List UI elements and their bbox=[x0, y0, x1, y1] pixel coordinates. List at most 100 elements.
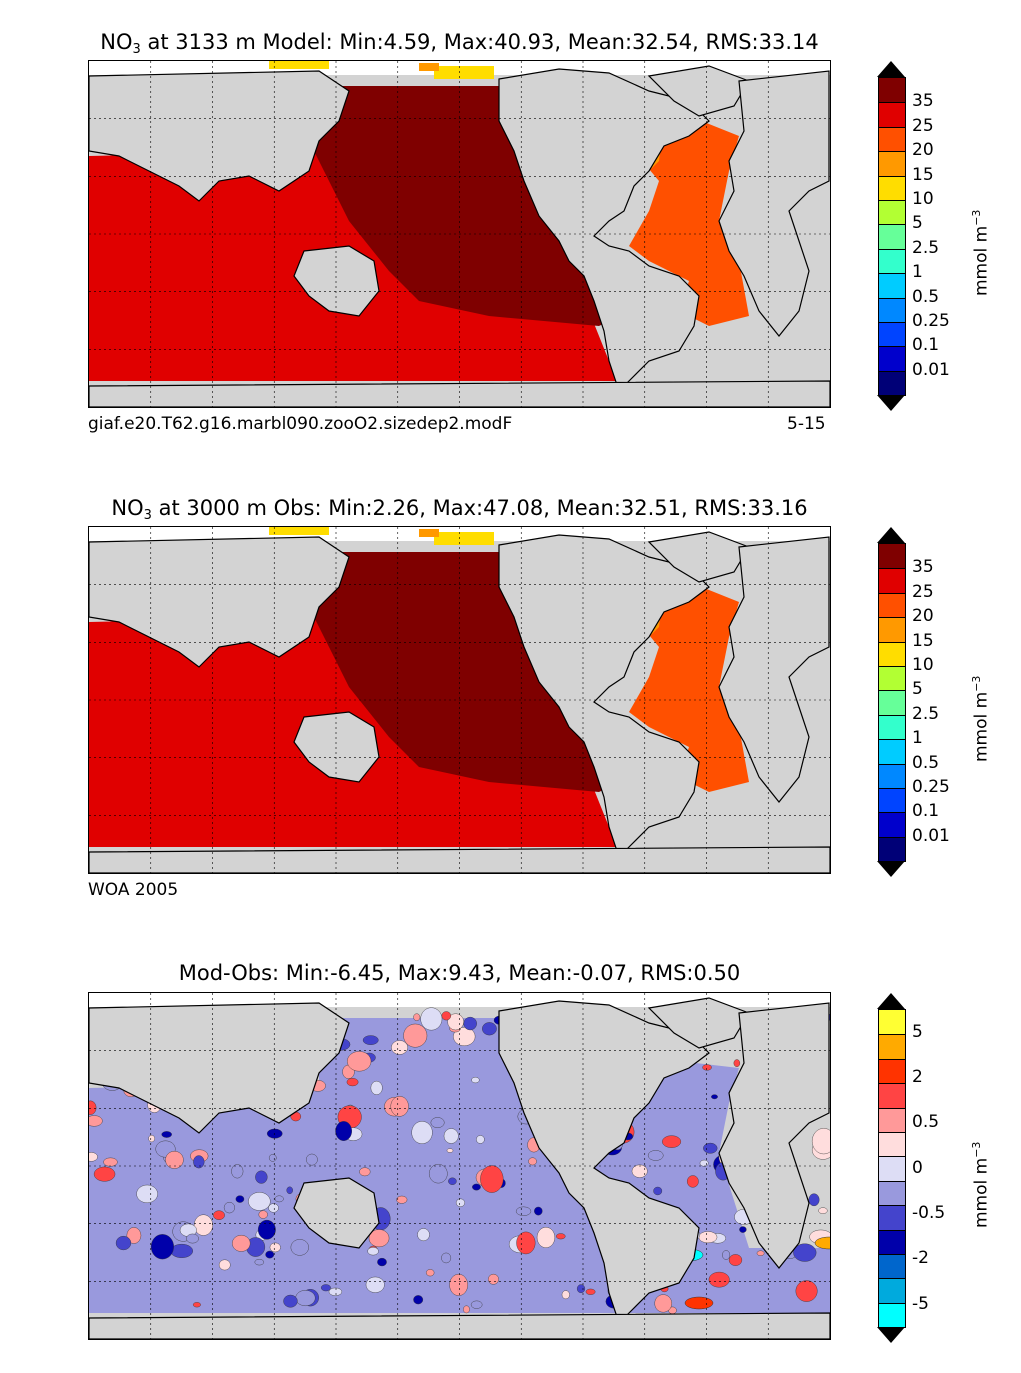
colorbar-segment bbox=[879, 568, 905, 593]
colorbar-tick-label: 35 bbox=[912, 557, 934, 578]
panel-1-caption-left: giaf.e20.T62.g16.marbl090.zooO2.sizedep2… bbox=[88, 414, 513, 434]
difference-blob bbox=[430, 1117, 445, 1128]
difference-blob bbox=[89, 1152, 98, 1162]
colorbar-tick-label: 15 bbox=[912, 630, 934, 651]
difference-blob bbox=[420, 1007, 443, 1031]
colorbar-extend-min-arrow bbox=[877, 395, 905, 412]
land-mass bbox=[89, 70, 350, 202]
difference-blob bbox=[471, 1076, 480, 1084]
difference-blob bbox=[411, 1121, 433, 1144]
colorbar-unit-label: mmol m−3 bbox=[970, 1141, 992, 1227]
unit-exponent: −3 bbox=[970, 675, 983, 692]
land-mass bbox=[718, 1002, 830, 1269]
map-canvas bbox=[89, 993, 830, 1339]
difference-blob bbox=[470, 1300, 483, 1309]
difference-blob bbox=[396, 1195, 408, 1204]
difference-blob bbox=[370, 1080, 383, 1095]
difference-blob bbox=[403, 1023, 428, 1048]
colorbar-segment bbox=[879, 370, 905, 396]
land-mass bbox=[293, 711, 380, 783]
panel-1-title: NO3 at 3133 m Model: Min:4.59, Max:40.93… bbox=[88, 30, 831, 57]
difference-blob bbox=[686, 1175, 699, 1188]
colorbar-tick-label: 20 bbox=[912, 140, 934, 161]
difference-blob bbox=[480, 1165, 504, 1193]
difference-blob bbox=[328, 1287, 343, 1296]
difference-blob bbox=[258, 1210, 268, 1219]
panel-2-title: NO3 at 3000 m Obs: Min:2.26, Max:47.08, … bbox=[88, 496, 831, 523]
unit-exponent: −3 bbox=[970, 1141, 983, 1158]
difference-blob bbox=[89, 1100, 97, 1115]
difference-blob bbox=[377, 1257, 387, 1267]
title-chem-symbol: NO bbox=[100, 30, 133, 54]
difference-blob bbox=[235, 1195, 245, 1203]
colorbar-segment bbox=[879, 1034, 905, 1059]
land-mass bbox=[89, 536, 350, 668]
panel-2-caption-left: WOA 2005 bbox=[88, 880, 179, 900]
colorbar-segment bbox=[879, 1180, 905, 1206]
difference-blob bbox=[161, 1131, 172, 1138]
colorbar-tick-label: 5 bbox=[912, 1021, 923, 1042]
land-mass bbox=[718, 70, 830, 337]
unit-exponent: −3 bbox=[970, 209, 983, 226]
difference-blob bbox=[662, 1135, 682, 1148]
difference-blob bbox=[265, 1250, 275, 1259]
difference-blob bbox=[711, 1094, 718, 1100]
difference-blob bbox=[193, 1155, 205, 1169]
difference-blob bbox=[193, 1214, 213, 1236]
difference-blob bbox=[257, 1219, 276, 1240]
colorbar-tick-label: 0.25 bbox=[912, 777, 950, 797]
difference-blob bbox=[463, 1305, 470, 1314]
difference-blob bbox=[556, 1233, 566, 1240]
colorbar-segment bbox=[879, 1058, 905, 1084]
difference-blob bbox=[126, 1227, 142, 1244]
colorbar-tick-label: -5 bbox=[912, 1293, 929, 1314]
colorbar-body bbox=[878, 77, 906, 397]
difference-blob bbox=[808, 1193, 820, 1207]
land-mass bbox=[647, 65, 750, 117]
difference-blob bbox=[534, 1206, 543, 1216]
difference-blob bbox=[528, 1157, 537, 1166]
difference-blob bbox=[391, 1040, 408, 1055]
difference-blob bbox=[576, 1284, 586, 1294]
difference-blob bbox=[93, 1166, 116, 1182]
difference-blob bbox=[443, 1128, 459, 1144]
colorbar-segment bbox=[879, 1278, 905, 1303]
colorbar-segment bbox=[879, 1010, 905, 1035]
panel-1-map bbox=[88, 60, 831, 408]
difference-blob bbox=[653, 1186, 663, 1196]
colorbar-tick-label: 0.5 bbox=[912, 752, 940, 773]
difference-blob bbox=[453, 1027, 476, 1047]
colorbar-segment bbox=[879, 1205, 905, 1230]
difference-blob bbox=[818, 1207, 828, 1214]
colorbar-segment bbox=[879, 248, 905, 274]
land-mass bbox=[293, 245, 380, 317]
arctic-yellow-patch bbox=[269, 527, 329, 535]
colorbar-segment bbox=[879, 739, 905, 764]
colorbar-tick-label: 20 bbox=[912, 606, 934, 627]
difference-blob bbox=[286, 1186, 293, 1195]
colorbar-segment bbox=[879, 592, 905, 618]
difference-blob bbox=[362, 1035, 379, 1045]
colorbar-tick-label: 1 bbox=[912, 262, 923, 283]
colorbar-tick-label: 0 bbox=[912, 1157, 923, 1178]
colorbar-segment bbox=[879, 544, 905, 569]
unit-text: mmol m bbox=[971, 1157, 992, 1228]
difference-extreme bbox=[814, 1236, 830, 1250]
colorbar-tick-label: 0.01 bbox=[912, 825, 950, 846]
difference-blob bbox=[536, 1227, 556, 1248]
land-mass bbox=[718, 536, 830, 803]
difference-blob bbox=[295, 1290, 316, 1307]
colorbar-tick-label: 25 bbox=[912, 581, 934, 602]
colorbar-segment bbox=[879, 346, 905, 371]
colorbar-extend-max-arrow bbox=[877, 993, 905, 1009]
colorbar-tick-label: 0.01 bbox=[912, 359, 950, 380]
arctic-yellow-patch bbox=[434, 532, 494, 545]
difference-blob bbox=[756, 1250, 765, 1256]
difference-blob bbox=[448, 1177, 457, 1185]
difference-blob bbox=[426, 1269, 435, 1277]
colorbar-segment bbox=[879, 666, 905, 691]
colorbar-segment bbox=[879, 690, 905, 715]
difference-blob bbox=[89, 1115, 103, 1127]
colorbar-segment bbox=[879, 126, 905, 152]
difference-blob bbox=[213, 1210, 225, 1220]
